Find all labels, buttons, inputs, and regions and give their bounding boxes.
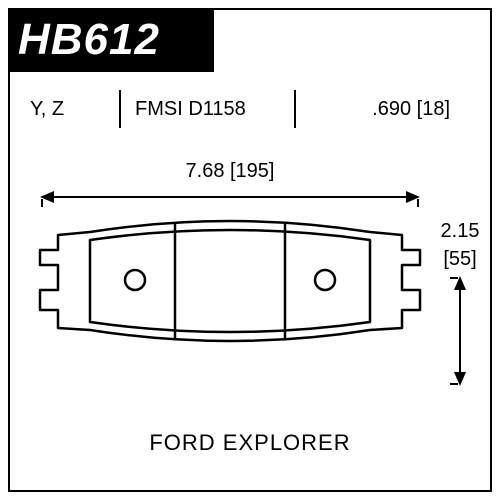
fmsi-code: FMSI D1158 xyxy=(135,98,280,121)
spec-row: Y, Z FMSI D1158 .690 [18] xyxy=(30,90,470,128)
divider-icon xyxy=(294,90,296,128)
height-value-mm: [55] xyxy=(430,248,490,270)
width-arrow-icon xyxy=(40,187,420,207)
part-number: HB612 xyxy=(18,15,160,65)
height-arrow-icon xyxy=(450,276,470,386)
width-value: 7.68 [195] xyxy=(40,160,420,183)
width-dimension: 7.68 [195] xyxy=(40,160,420,207)
part-number-banner: HB612 xyxy=(8,8,214,72)
compound-codes: Y, Z xyxy=(30,98,105,121)
pad-thickness: .690 [18] xyxy=(310,98,470,121)
vehicle-application: FORD EXPLORER xyxy=(0,430,500,456)
brake-pad-outline-icon xyxy=(30,210,430,370)
height-value-in: 2.15 xyxy=(430,220,490,242)
height-dimension: 2.15 [55] xyxy=(430,220,490,391)
divider-icon xyxy=(119,90,121,128)
